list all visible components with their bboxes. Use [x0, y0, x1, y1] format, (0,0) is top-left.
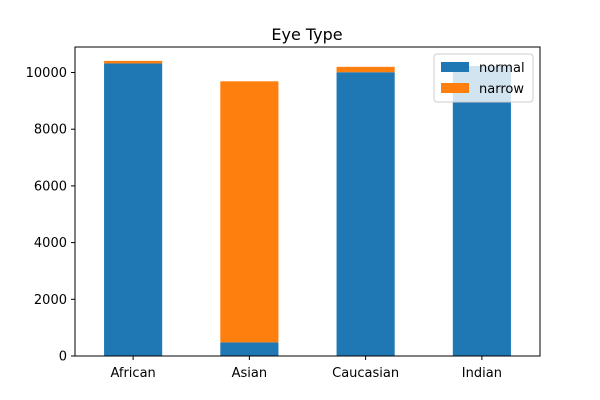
bar-narrow-african	[104, 60, 163, 64]
legend-swatch-normal	[441, 62, 469, 72]
bar-normal-indian	[452, 65, 511, 357]
y-tick-label: 6000	[34, 179, 67, 194]
legend: normal narrow	[433, 53, 534, 103]
y-tick-label: 0	[59, 350, 67, 365]
x-tick-label: Asian	[232, 366, 267, 381]
y-tick-label: 4000	[34, 236, 67, 251]
x-tick-label: African	[110, 366, 155, 381]
bar-normal-asian	[220, 342, 279, 356]
legend-label-normal: normal	[479, 61, 525, 76]
bar-narrow-asian	[220, 81, 279, 343]
bar-narrow-caucasian	[336, 66, 395, 73]
y-tick-label: 10000	[26, 66, 67, 81]
legend-label-narrow: narrow	[479, 82, 524, 97]
bar-normal-caucasian	[336, 72, 395, 356]
x-tick-label: Caucasian	[332, 366, 399, 381]
chart-title: Eye Type	[271, 25, 342, 44]
bar-normal-african	[104, 63, 163, 356]
bars-layer	[104, 60, 511, 357]
plot-frame	[74, 46, 541, 357]
axes-layer: 0 2000 4000 6000 8000 10000 African Asian Caucas…	[26, 46, 541, 381]
y-tick-label: 2000	[34, 293, 67, 308]
legend-swatch-narrow	[441, 83, 469, 93]
y-tick-label: 8000	[34, 123, 67, 138]
x-tick-label: Indian	[462, 366, 502, 381]
